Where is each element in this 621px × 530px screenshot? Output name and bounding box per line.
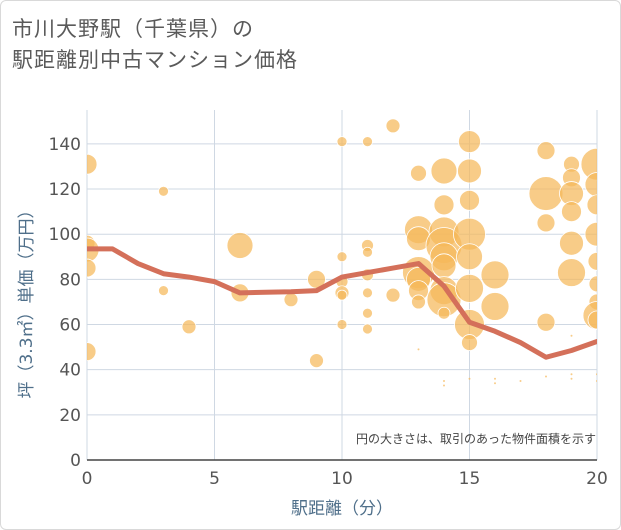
y-tick-label: 140 bbox=[49, 135, 81, 155]
data-bubble bbox=[430, 157, 458, 185]
data-bubble bbox=[283, 292, 299, 308]
data-bubble bbox=[557, 258, 586, 287]
chart-title-line-1: 市川大野駅（千葉県）の bbox=[12, 17, 254, 41]
data-bubble bbox=[596, 379, 597, 382]
data-bubble bbox=[362, 307, 373, 319]
data-bubble bbox=[455, 273, 484, 303]
data-bubble bbox=[385, 118, 401, 134]
data-bubble bbox=[596, 373, 597, 376]
data-bubble bbox=[336, 251, 348, 263]
data-bubble bbox=[87, 258, 97, 278]
data-bubble bbox=[385, 287, 401, 303]
x-tick-label: 5 bbox=[209, 469, 220, 489]
size-note: 円の大きさは、取引のあった物件面積を示す bbox=[356, 431, 596, 446]
data-bubble bbox=[158, 285, 169, 297]
data-bubble bbox=[87, 153, 98, 175]
data-bubble bbox=[468, 377, 471, 380]
data-bubble bbox=[536, 141, 556, 161]
data-bubble bbox=[580, 147, 597, 181]
data-bubble bbox=[458, 130, 481, 154]
data-bubble bbox=[362, 323, 373, 335]
y-tick-label: 80 bbox=[59, 270, 81, 290]
y-tick-label: 100 bbox=[49, 225, 81, 245]
data-bubble bbox=[570, 373, 573, 376]
data-bubble bbox=[417, 348, 420, 351]
data-bubble bbox=[433, 194, 455, 216]
x-tick-label: 15 bbox=[459, 469, 481, 489]
y-tick-label: 120 bbox=[49, 180, 81, 200]
chart-title: 市川大野駅（千葉県）の 駅距離別中古マンション価格 bbox=[12, 14, 298, 76]
x-tick-label: 20 bbox=[586, 469, 608, 489]
data-bubble bbox=[336, 319, 348, 330]
data-bubble bbox=[87, 342, 97, 362]
data-bubble bbox=[494, 377, 496, 380]
data-bubble bbox=[459, 189, 480, 211]
bubble-series bbox=[87, 118, 597, 387]
data-bubble bbox=[519, 379, 522, 382]
data-bubble bbox=[570, 334, 573, 337]
data-bubble bbox=[587, 310, 597, 330]
chart-title-line-2: 駅距離別中古マンション価格 bbox=[12, 48, 298, 72]
data-bubble bbox=[336, 289, 348, 301]
data-bubble bbox=[570, 377, 573, 380]
data-bubble bbox=[443, 384, 445, 387]
data-bubble bbox=[158, 185, 169, 197]
data-bubble bbox=[443, 379, 445, 382]
data-bubble bbox=[584, 172, 597, 197]
data-bubble bbox=[586, 194, 597, 216]
data-bubble bbox=[362, 246, 373, 258]
y-tick-label: 20 bbox=[59, 406, 81, 426]
data-bubble bbox=[461, 334, 478, 351]
y-tick-label: 60 bbox=[59, 316, 81, 336]
x-axis-title: 駅距離（分） bbox=[291, 499, 393, 519]
data-bubble bbox=[309, 353, 324, 369]
axes: 0 20 40 60 80 100 120 140 0 5 10 15 20 bbox=[49, 135, 608, 489]
x-tick-label: 0 bbox=[82, 469, 93, 489]
data-bubble bbox=[431, 253, 457, 279]
data-bubble bbox=[362, 287, 373, 299]
data-bubble bbox=[528, 176, 564, 211]
data-bubble bbox=[226, 232, 254, 259]
data-bubble bbox=[480, 260, 510, 290]
data-bubble bbox=[410, 164, 427, 182]
data-bubble bbox=[587, 251, 597, 271]
data-bubble bbox=[536, 213, 556, 233]
data-bubble bbox=[456, 243, 483, 271]
data-bubble bbox=[536, 312, 556, 332]
data-bubble bbox=[181, 319, 197, 335]
data-bubble bbox=[584, 221, 597, 247]
data-bubble bbox=[411, 294, 426, 310]
data-bubble bbox=[494, 382, 496, 385]
x-tick-label: 10 bbox=[331, 469, 353, 489]
data-bubble bbox=[437, 306, 451, 320]
data-bubble bbox=[559, 230, 584, 256]
data-bubble bbox=[362, 136, 373, 148]
y-tick-label: 40 bbox=[59, 361, 81, 381]
y-axis-title: 坪（3.3㎡）単価（万円） bbox=[17, 201, 37, 398]
data-bubble bbox=[336, 136, 348, 148]
y-tick-label: 0 bbox=[70, 451, 81, 471]
trend-line bbox=[87, 246, 597, 360]
data-bubble bbox=[561, 201, 582, 223]
data-bubble bbox=[545, 375, 547, 378]
data-bubble bbox=[588, 275, 597, 293]
data-bubble bbox=[480, 292, 510, 321]
data-bubble bbox=[457, 158, 482, 184]
trend-line-series bbox=[87, 246, 597, 360]
